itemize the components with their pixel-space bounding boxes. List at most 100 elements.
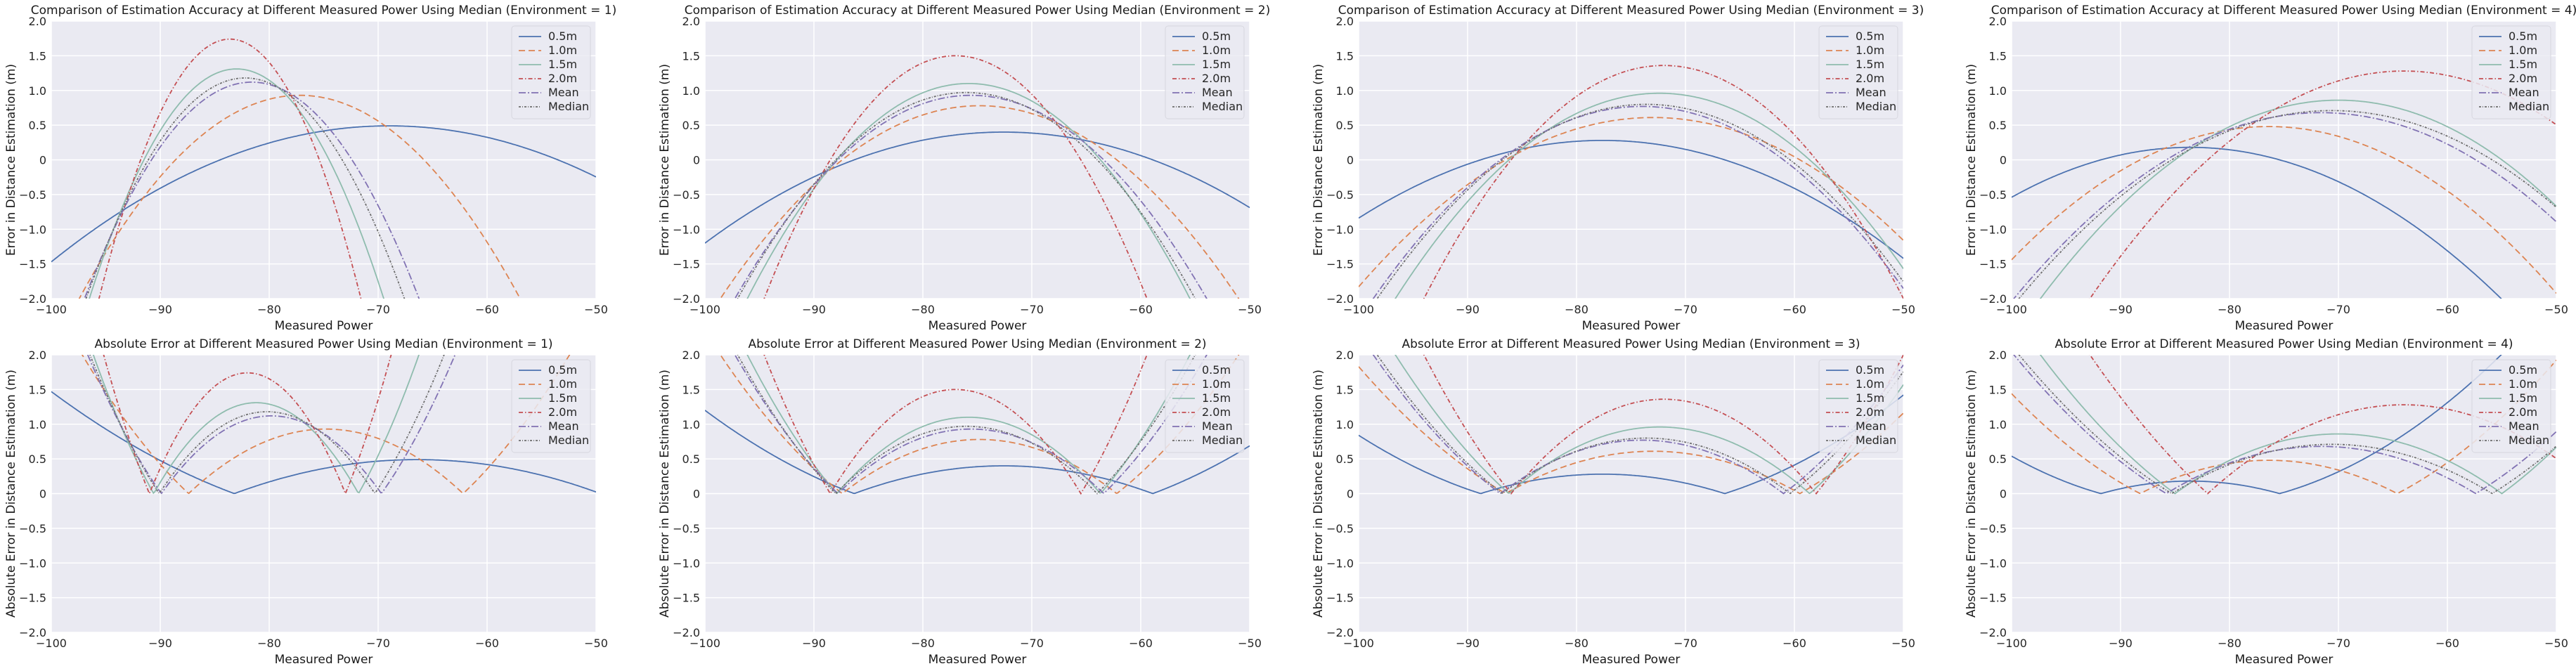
series-line-1.0m [1359,117,1903,287]
y-tick-label: 0 [39,154,46,167]
x-tick-label: −60 [1782,303,1806,316]
series-line-Mean [2013,112,2556,299]
x-tick-label: −50 [1238,637,1262,650]
series-line-2.0m [763,55,1148,299]
legend-label: 1.5m [1856,58,1884,71]
y-tick-label: −1.5 [19,258,46,271]
chart-panel-7: Absolute Error at Different Measured Pow… [1312,337,1915,667]
series-line-0.5m [705,410,1250,495]
legend-label: Mean [548,86,579,99]
legend-label: 2.0m [1202,405,1231,419]
y-tick-label: 2.0 [29,15,46,28]
series-line-2.0m [1423,65,1903,299]
chart-title: Absolute Error at Different Measured Pow… [1402,337,1860,351]
x-axis-label: Measured Power [275,319,373,333]
y-tick-label: 1.5 [682,49,700,63]
x-tick-label: −60 [2435,303,2459,316]
legend-label: 1.0m [1856,44,1884,57]
series-line-1.5m [1394,355,1903,495]
legend-label: 1.0m [1202,377,1231,391]
legend-label: 0.5m [548,30,577,43]
chart-title: Absolute Error at Different Measured Pow… [2054,337,2513,351]
x-tick-label: −90 [802,303,826,316]
y-tick-label: 1.5 [29,383,46,396]
x-tick-label: −60 [475,303,499,316]
y-tick-label: 1.0 [682,418,700,431]
y-tick-label: 0.5 [29,452,46,466]
legend-label: Mean [1856,419,1886,433]
y-tick-label: −1.5 [673,258,700,271]
x-axis-label: Measured Power [928,319,1027,333]
y-tick-label: −0.5 [19,522,46,535]
x-tick-label: −50 [1891,637,1915,650]
y-tick-label: −0.5 [1326,188,1354,202]
y-tick-label: 1.5 [1336,49,1354,63]
chart-title: Absolute Error at Different Measured Pow… [748,337,1206,351]
y-tick-label: 1.0 [1989,84,2007,98]
x-tick-label: −80 [257,637,281,650]
y-tick-label: 0.5 [682,452,700,466]
series-line-1.0m [719,105,1240,299]
y-axis-label: Error in Distance Estimation (m) [1965,64,1979,256]
y-tick-label: 0 [1347,488,1354,501]
series-line-2.0m [1423,355,1903,495]
x-tick-label: −70 [1020,303,1044,316]
y-tick-label: −0.5 [1326,522,1354,535]
y-tick-label: −2.0 [19,626,46,639]
y-tick-label: 2.0 [29,348,46,362]
x-tick-label: −60 [1129,303,1153,316]
chart-title: Comparison of Estimation Accuracy at Dif… [685,4,1270,18]
x-tick-label: −90 [2109,303,2132,316]
series-line-Mean [1372,105,1903,299]
legend-label: 0.5m [1856,363,1884,377]
x-tick-label: −100 [690,637,720,650]
chart-panel-3: Comparison of Estimation Accuracy at Dif… [1312,4,1924,333]
legend-label: 1.5m [2509,391,2537,405]
y-tick-label: −2.0 [1979,626,2007,639]
y-tick-label: 0 [1347,154,1354,167]
y-tick-label: −2.0 [1326,626,1354,639]
x-axis-label: Measured Power [928,653,1027,667]
series-line-1.5m [1394,92,1903,299]
series-line-Mean [2013,355,2556,495]
x-tick-label: −90 [802,637,826,650]
chart-title: Comparison of Estimation Accuracy at Dif… [1338,4,1924,18]
y-tick-label: −0.5 [19,188,46,202]
y-tick-label: 1.5 [682,383,700,396]
x-tick-label: −80 [1565,303,1588,316]
y-axis-label: Absolute Error in Distance Estimation (m… [658,370,672,618]
y-axis-label: Error in Distance Estimation (m) [4,64,18,256]
series-line-1.0m [719,355,1240,495]
series-line-Mean [84,82,420,299]
x-tick-label: −60 [2435,637,2459,650]
series-line-1.5m [92,355,420,495]
y-tick-label: −1.0 [19,556,46,570]
y-tick-label: −2.0 [673,292,700,306]
x-tick-label: −50 [1891,303,1915,316]
y-tick-label: −1.5 [1979,258,2007,271]
y-tick-label: −2.0 [1979,292,2007,306]
legend-label: 1.0m [2509,377,2537,391]
x-tick-label: −90 [148,303,172,316]
x-tick-label: −60 [1129,637,1153,650]
y-tick-label: 1.5 [1989,49,2007,63]
y-tick-label: −2.0 [1326,292,1354,306]
y-tick-label: 2.0 [1336,348,1354,362]
legend-label: Median [1856,434,1896,447]
y-tick-label: 1.0 [1989,418,2007,431]
y-tick-label: −0.5 [673,522,700,535]
legend-label: Median [1202,100,1243,113]
series-line-2.0m [763,355,1148,495]
y-axis-label: Absolute Error in Distance Estimation (m… [4,370,18,618]
series-line-1.0m [81,355,571,495]
legend-box [511,359,591,453]
y-tick-label: −1.0 [19,223,46,236]
x-tick-label: −100 [1996,303,2027,316]
chart-panel-1: Comparison of Estimation Accuracy at Dif… [4,4,616,333]
y-tick-label: −1.0 [673,223,700,236]
y-tick-label: −1.5 [1326,258,1354,271]
